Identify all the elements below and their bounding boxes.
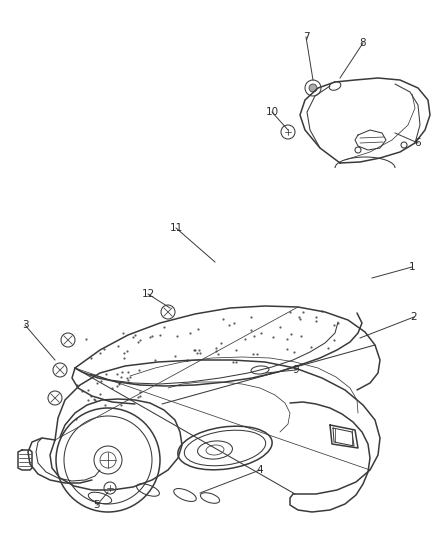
Text: 6: 6 — [415, 138, 421, 148]
Text: 1: 1 — [409, 262, 415, 272]
Text: 7: 7 — [303, 32, 309, 42]
Text: 8: 8 — [360, 38, 366, 48]
Text: 4: 4 — [257, 465, 263, 475]
Circle shape — [309, 84, 317, 92]
Text: 2: 2 — [411, 312, 417, 322]
Text: 9: 9 — [293, 365, 299, 375]
Text: 10: 10 — [265, 107, 279, 117]
Text: 3: 3 — [22, 320, 28, 330]
Text: 11: 11 — [170, 223, 183, 233]
Text: 12: 12 — [141, 289, 155, 299]
Text: 5: 5 — [94, 500, 100, 510]
